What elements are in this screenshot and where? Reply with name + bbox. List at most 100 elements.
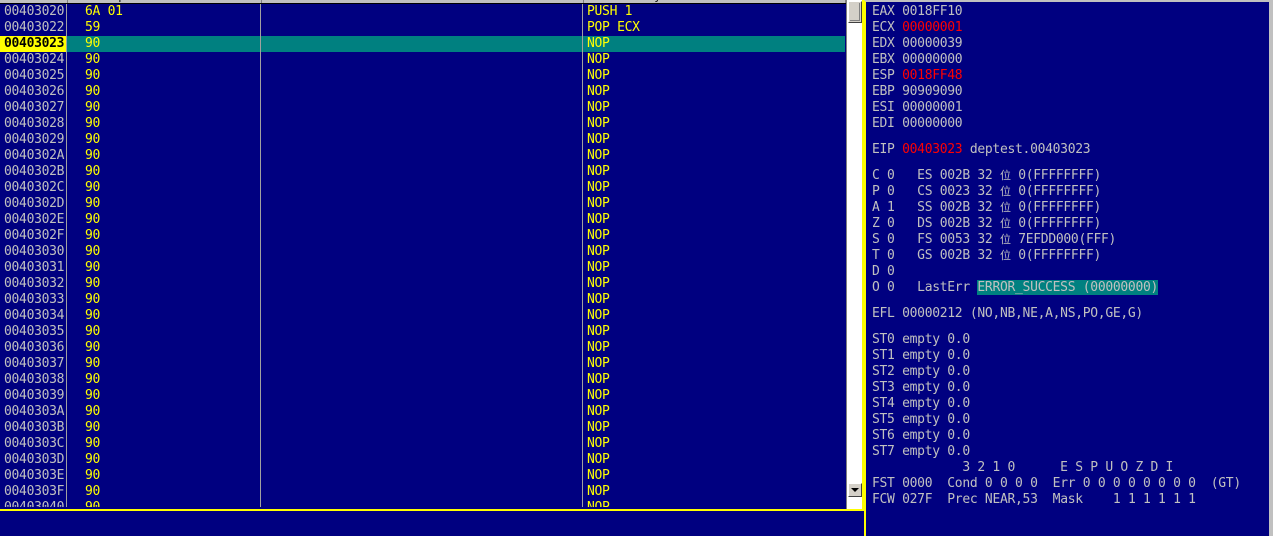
row-hexdump: 90 bbox=[67, 148, 261, 164]
registers-pane[interactable]: EAX 0018FF10 ECX 00000001 EDX 00000039 EBX … bbox=[864, 0, 1273, 536]
row-address: 0040302A bbox=[0, 148, 67, 164]
row-blank-column bbox=[261, 196, 583, 212]
fpu-register-state: empty bbox=[902, 412, 948, 427]
register-value: 00000000 bbox=[902, 116, 963, 131]
table-row[interactable]: 00403023 90 NOP bbox=[0, 36, 846, 52]
fpu-register-value: 0.0 bbox=[947, 348, 970, 363]
register-row-esp: ESP 0018FF48 bbox=[872, 68, 1269, 84]
table-row[interactable]: 00403038 90 NOP bbox=[0, 372, 846, 388]
spacer bbox=[872, 322, 1269, 332]
row-blank-column bbox=[261, 468, 583, 484]
disassembly-column-header[interactable]: Address Hex dump Disassembly bbox=[0, 0, 846, 4]
segment-name: DS bbox=[917, 216, 940, 231]
table-row[interactable]: 0040303F 90 NOP bbox=[0, 484, 846, 500]
register-value: 00000039 bbox=[902, 36, 963, 51]
row-blank-column bbox=[261, 164, 583, 180]
row-address: 00403025 bbox=[0, 68, 67, 84]
table-row[interactable]: 0040303A 90 NOP bbox=[0, 404, 846, 420]
row-disassembly: NOP bbox=[587, 340, 610, 355]
table-row[interactable]: 00403022 59 POP ECX bbox=[0, 20, 846, 36]
fcw-name: FCW bbox=[872, 492, 903, 507]
fst-suffix: (GT) bbox=[1210, 476, 1241, 491]
table-row[interactable]: 00403029 90 NOP bbox=[0, 132, 846, 148]
segment-base: 7EFDD000(FFF) bbox=[1010, 232, 1117, 247]
fpu-status-word-row: FST 0000 Cond 0 0 0 0 Err 0 0 0 0 0 0 0 … bbox=[872, 476, 1269, 492]
row-blank-column bbox=[261, 308, 583, 324]
register-value: 00403023 bbox=[902, 142, 963, 157]
fpu-register-name: ST1 bbox=[872, 348, 903, 363]
fpu-register-value: 0.0 bbox=[947, 364, 970, 379]
table-row[interactable]: 00403034 90 NOP bbox=[0, 308, 846, 324]
table-row[interactable]: 00403032 90 NOP bbox=[0, 276, 846, 292]
row-blank-column bbox=[261, 180, 583, 196]
table-row[interactable]: 0040302F 90 NOP bbox=[0, 228, 846, 244]
row-blank-column bbox=[261, 484, 583, 500]
segment-name: SS bbox=[917, 200, 940, 215]
table-row[interactable]: 0040303D 90 NOP bbox=[0, 452, 846, 468]
table-row[interactable]: 00403026 90 NOP bbox=[0, 84, 846, 100]
row-hexdump: 90 bbox=[67, 404, 261, 420]
table-row[interactable]: 0040302C 90 NOP bbox=[0, 180, 846, 196]
column-header-disassembly[interactable]: Disassembly bbox=[584, 0, 846, 3]
column-header-address[interactable]: Address bbox=[0, 0, 68, 3]
table-row[interactable]: 0040302B 90 NOP bbox=[0, 164, 846, 180]
row-address: 0040303A bbox=[0, 404, 67, 420]
table-row[interactable]: 0040302E 90 NOP bbox=[0, 212, 846, 228]
table-row[interactable]: 00403033 90 NOP bbox=[0, 292, 846, 308]
flag-name: A 1 bbox=[872, 200, 918, 215]
row-address: 00403036 bbox=[0, 340, 67, 356]
row-blank-column bbox=[261, 132, 583, 148]
table-row[interactable]: 0040303E 90 NOP bbox=[0, 468, 846, 484]
fpu-register-state: empty bbox=[902, 428, 948, 443]
register-row-efl: EFL 00000212 (NO,NB,NE,A,NS,PO,GE,G) bbox=[872, 306, 1269, 322]
register-comment: deptest.00403023 bbox=[962, 142, 1091, 157]
fpu-register-name: ST6 bbox=[872, 428, 903, 443]
table-row[interactable]: 00403039 90 NOP bbox=[0, 388, 846, 404]
segment-base: 0(FFFFFFFF) bbox=[1010, 184, 1102, 199]
table-row[interactable]: 00403037 90 NOP bbox=[0, 356, 846, 372]
lasterr-value: ERROR_SUCCESS (00000000) bbox=[977, 280, 1159, 295]
fpu-register-value: 0.0 bbox=[947, 380, 970, 395]
fcw-prec-label: Prec bbox=[947, 492, 985, 507]
disassembly-pane[interactable]: Address Hex dump Disassembly 004030206A … bbox=[0, 0, 864, 511]
table-row[interactable]: 00403035 90 NOP bbox=[0, 324, 846, 340]
column-header-blank[interactable] bbox=[262, 0, 584, 3]
register-row-ebx: EBX 00000000 bbox=[872, 52, 1269, 68]
disassembly-scrollbar[interactable] bbox=[846, 0, 862, 509]
table-row[interactable]: 0040304090 NOP bbox=[0, 500, 846, 507]
scrollbar-down-arrow-icon[interactable] bbox=[848, 483, 862, 497]
table-row[interactable]: 0040303C 90 NOP bbox=[0, 436, 846, 452]
table-row[interactable]: 00403028 90 NOP bbox=[0, 116, 846, 132]
row-disassembly: POP ECX bbox=[587, 20, 640, 35]
fpu-register-state: empty bbox=[902, 364, 948, 379]
column-header-hexdump[interactable]: Hex dump bbox=[68, 0, 262, 3]
row-blank-column bbox=[261, 324, 583, 340]
scrollbar-thumb[interactable] bbox=[848, 1, 862, 23]
table-row[interactable]: 00403020 6A 01 PUSH 1 bbox=[0, 4, 846, 20]
table-row[interactable]: 00403025 90 NOP bbox=[0, 68, 846, 84]
row-address: 0040302D bbox=[0, 196, 67, 212]
row-blank-column bbox=[261, 292, 583, 308]
table-row[interactable]: 00403031 90 NOP bbox=[0, 260, 846, 276]
segment-selector: 0053 bbox=[939, 232, 978, 247]
table-row[interactable]: 00403027 90 NOP bbox=[0, 100, 846, 116]
row-address: 00403028 bbox=[0, 116, 67, 132]
row-disassembly: NOP bbox=[587, 132, 610, 147]
row-address: 0040303C bbox=[0, 436, 67, 452]
table-row[interactable]: 0040302D 90 NOP bbox=[0, 196, 846, 212]
register-value: 00000001 bbox=[902, 100, 963, 115]
register-name: EAX bbox=[872, 4, 903, 19]
table-row[interactable]: 0040302A 90 NOP bbox=[0, 148, 846, 164]
row-hexdump: 90 bbox=[67, 292, 261, 308]
row-blank-column bbox=[261, 228, 583, 244]
table-row[interactable]: 00403036 90 NOP bbox=[0, 340, 846, 356]
flag-name: Z 0 bbox=[872, 216, 918, 231]
segment-unit-icon: 位 bbox=[1000, 233, 1011, 246]
table-row[interactable]: 0040303B 90 NOP bbox=[0, 420, 846, 436]
row-blank-column bbox=[261, 372, 583, 388]
segment-name: GS bbox=[917, 248, 940, 263]
segment-bits: 32 bbox=[977, 216, 1000, 231]
table-row[interactable]: 00403030 90 NOP bbox=[0, 244, 846, 260]
disassembly-row-list[interactable]: 00403020 6A 01 PUSH 1 00403022 59 POP ECX 0040… bbox=[0, 4, 846, 507]
table-row[interactable]: 00403024 90 NOP bbox=[0, 52, 846, 68]
